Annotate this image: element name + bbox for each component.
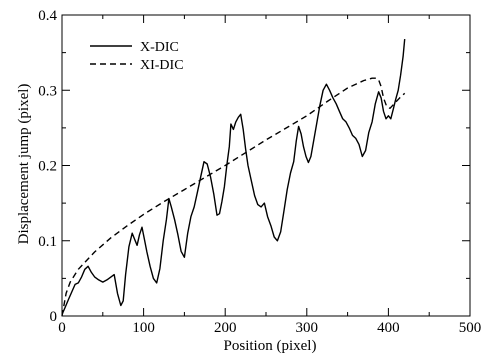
axes xyxy=(61,14,471,317)
legend-label-x-dic: X-DIC xyxy=(140,40,179,55)
plot-frame xyxy=(61,14,471,317)
y-tick-label: 0.1 xyxy=(38,234,57,250)
y-tick-label: 0 xyxy=(50,309,58,325)
x-tick-label: 500 xyxy=(459,320,482,336)
x-tick-label: 300 xyxy=(296,320,319,336)
x-tick-label: 100 xyxy=(132,320,155,336)
series-line-xi-dic xyxy=(61,77,406,317)
y-axis-title: Displacement jump (pixel) xyxy=(16,84,32,245)
legend: X-DIC XI-DIC xyxy=(90,40,184,73)
series-lines xyxy=(61,39,406,317)
x-axis-title: Position (pixel) xyxy=(224,338,317,354)
y-tick-label: 0.2 xyxy=(38,159,57,175)
x-tick-label: 0 xyxy=(58,320,66,336)
ticks: 0 100 200 300 400 500 0 0.1 0.2 0.3 0.4 xyxy=(38,8,481,336)
y-tick-label: 0.4 xyxy=(38,8,57,24)
y-tick-label: 0.3 xyxy=(38,83,57,99)
series-line-x-dic xyxy=(61,39,406,315)
x-tick-label: 200 xyxy=(214,320,237,336)
x-tick-label: 400 xyxy=(377,320,400,336)
legend-label-xi-dic: XI-DIC xyxy=(140,58,184,73)
